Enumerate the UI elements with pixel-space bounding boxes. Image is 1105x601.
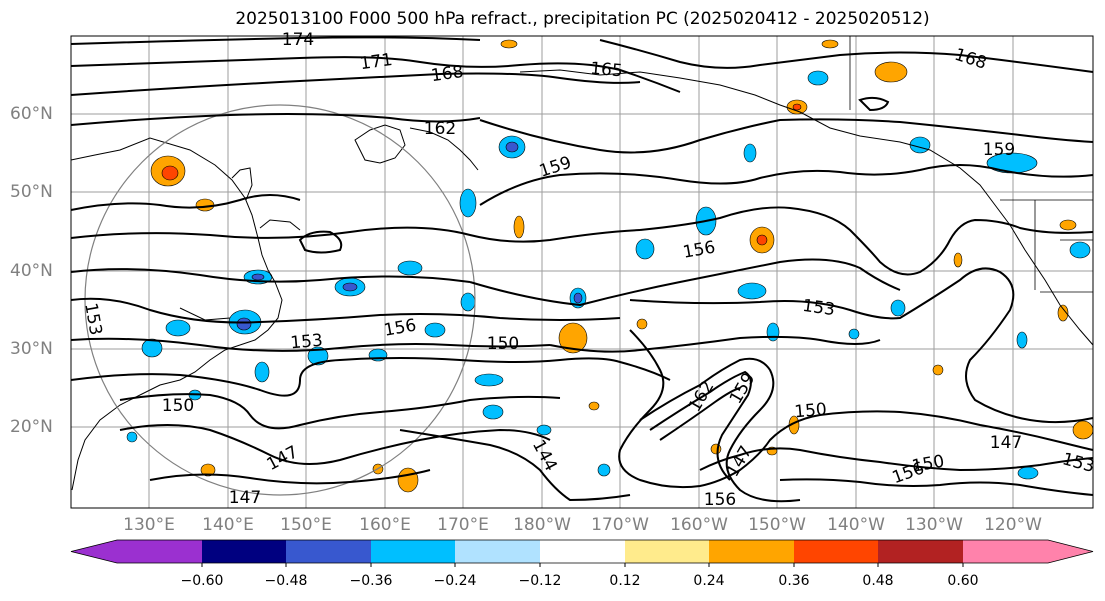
lon-label-150e: 150°E	[280, 515, 332, 535]
colorbar-swatch	[963, 540, 1048, 563]
lon-label-120w: 120°W	[984, 515, 1042, 535]
lat-label-20n: 20°N	[10, 417, 53, 437]
lon-label-170e: 170°E	[437, 515, 489, 535]
colorbar-swatch	[371, 540, 455, 563]
lon-label-150w: 150°W	[748, 515, 806, 535]
contour-label: 168	[430, 62, 465, 86]
colorbar-tick-label: −0.60	[180, 573, 224, 589]
lat-label-50n: 50°N	[10, 182, 53, 202]
lat-label-60n: 60°N	[10, 104, 53, 124]
colorbar-tick-label: −0.36	[349, 573, 393, 589]
lon-label-140w: 140°W	[827, 515, 885, 535]
colorbar-swatch	[794, 540, 878, 563]
contour-label: 153	[290, 331, 324, 354]
colorbar-tick-label: 0.48	[862, 573, 894, 589]
contour-label: 165	[589, 59, 623, 82]
colorbar-swatch	[117, 540, 202, 563]
colorbar-extend-high	[1048, 540, 1093, 563]
colorbar-extend-low	[71, 540, 117, 563]
colorbar-tick-label: 0.60	[947, 573, 979, 589]
colorbar-tick-label: −0.12	[518, 573, 562, 589]
colorbar-swatch	[709, 540, 794, 563]
colorbar-outline	[70, 539, 1094, 564]
colorbar-swatch	[455, 540, 540, 563]
lon-label-180w: 180°W	[513, 515, 571, 535]
colorbar-tick-label: −0.48	[264, 573, 308, 589]
lon-label-160w: 160°W	[670, 515, 728, 535]
colorbar-swatch	[540, 540, 625, 563]
contour-label: 150	[794, 400, 828, 423]
boundaries	[849, 36, 1093, 293]
colorbar-swatch	[625, 540, 709, 563]
map-title: 2025013100 F000 500 hPa refract., precip…	[235, 9, 930, 29]
map-frame	[70, 35, 1094, 509]
contour-label: 174	[282, 30, 314, 50]
contour-label: 150	[162, 396, 194, 416]
contour-label: 156	[704, 490, 736, 510]
colorbar-swatch	[286, 540, 371, 563]
distance-circle	[84, 104, 476, 496]
colorbar-tick-label: 0.24	[693, 573, 725, 589]
refractivity-contours	[70, 36, 1094, 503]
contour-label: 150	[487, 334, 519, 354]
contour-label: 159	[983, 140, 1015, 160]
lon-label-160e: 160°E	[359, 515, 411, 535]
lat-label-40n: 40°N	[10, 261, 53, 281]
lat-label-30n: 30°N	[10, 339, 53, 359]
lon-label-140e: 140°E	[202, 515, 254, 535]
contour-label: 153	[801, 296, 836, 320]
colorbar-swatch	[202, 540, 286, 563]
colorbar	[70, 539, 1094, 567]
contour-label: 171	[359, 50, 394, 74]
contour-label: 162	[424, 119, 456, 139]
colorbar-swatch	[878, 540, 963, 563]
colorbar-tick-label: 0.12	[609, 573, 641, 589]
lon-label-130e: 130°E	[123, 515, 175, 535]
colorbar-tick-label: −0.24	[433, 573, 477, 589]
lon-label-170w: 170°W	[591, 515, 649, 535]
precip-positive-patches	[150, 39, 1094, 493]
contour-label: 147	[990, 433, 1022, 453]
colorbar-tick-label: 0.36	[778, 573, 810, 589]
lon-label-130w: 130°W	[905, 515, 963, 535]
contour-label: 147	[229, 488, 261, 508]
